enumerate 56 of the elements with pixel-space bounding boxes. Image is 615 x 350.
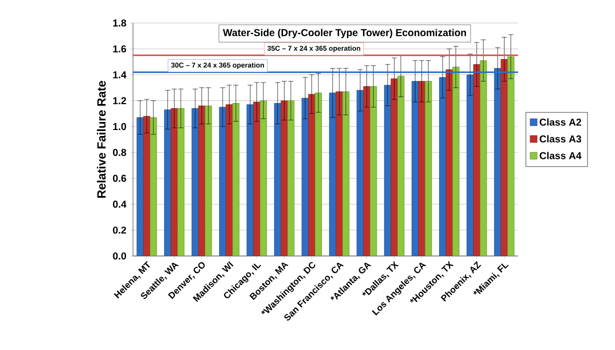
bar (164, 110, 172, 256)
bar (397, 76, 404, 256)
y-tick-label: 1.6 (113, 45, 126, 52)
bar (204, 106, 212, 256)
bar (446, 69, 453, 256)
bar (314, 92, 322, 256)
y-tick-label: 1.2 (113, 97, 126, 104)
y-tick-label: 1.0 (113, 123, 126, 130)
bar (452, 66, 460, 256)
bar (466, 74, 474, 256)
bar (143, 116, 150, 256)
bar (418, 81, 426, 256)
y-tick-label: 0.4 (112, 200, 126, 208)
bar (507, 56, 514, 256)
y-tick-label: 0.0 (112, 252, 126, 260)
bar (439, 77, 446, 256)
bar (150, 117, 157, 256)
y-tick-label: 1.4 (113, 71, 126, 78)
bar (260, 100, 267, 256)
bar (342, 91, 350, 256)
y-tick-label: 0.2 (112, 226, 126, 234)
bar (384, 84, 392, 256)
y-tick-label: 1.8 (113, 19, 126, 27)
bar (302, 98, 309, 256)
bar (336, 91, 343, 256)
bar (253, 102, 260, 256)
bar (480, 60, 487, 256)
bar (390, 78, 398, 256)
bar (370, 86, 377, 256)
bar (219, 106, 226, 256)
bar (246, 104, 254, 256)
bar (177, 108, 184, 256)
text: Water-Side (Dry-Cooler Type Tower) Economization (222, 28, 466, 38)
bar (226, 104, 233, 256)
bar (424, 81, 432, 256)
y-tick-label: 0.8 (112, 148, 126, 156)
legend-label: Class A3 (540, 135, 582, 142)
bar (412, 81, 419, 256)
bar (363, 86, 370, 256)
y-axis-title: Relative Failure Rate (96, 80, 106, 198)
legend-label: Class A2 (540, 118, 582, 126)
bar (198, 106, 206, 256)
bar (308, 94, 316, 256)
y-tick-label: 0.6 (112, 174, 126, 182)
bar (356, 90, 364, 256)
bar (192, 108, 199, 256)
bar (473, 64, 480, 256)
legend-label: Class A4 (540, 152, 582, 160)
bar (287, 100, 294, 256)
bar (232, 103, 240, 256)
bar (136, 117, 144, 256)
bar (329, 92, 336, 256)
bar (500, 59, 508, 256)
bar (280, 100, 288, 256)
bar (274, 103, 282, 256)
bar (170, 108, 178, 256)
